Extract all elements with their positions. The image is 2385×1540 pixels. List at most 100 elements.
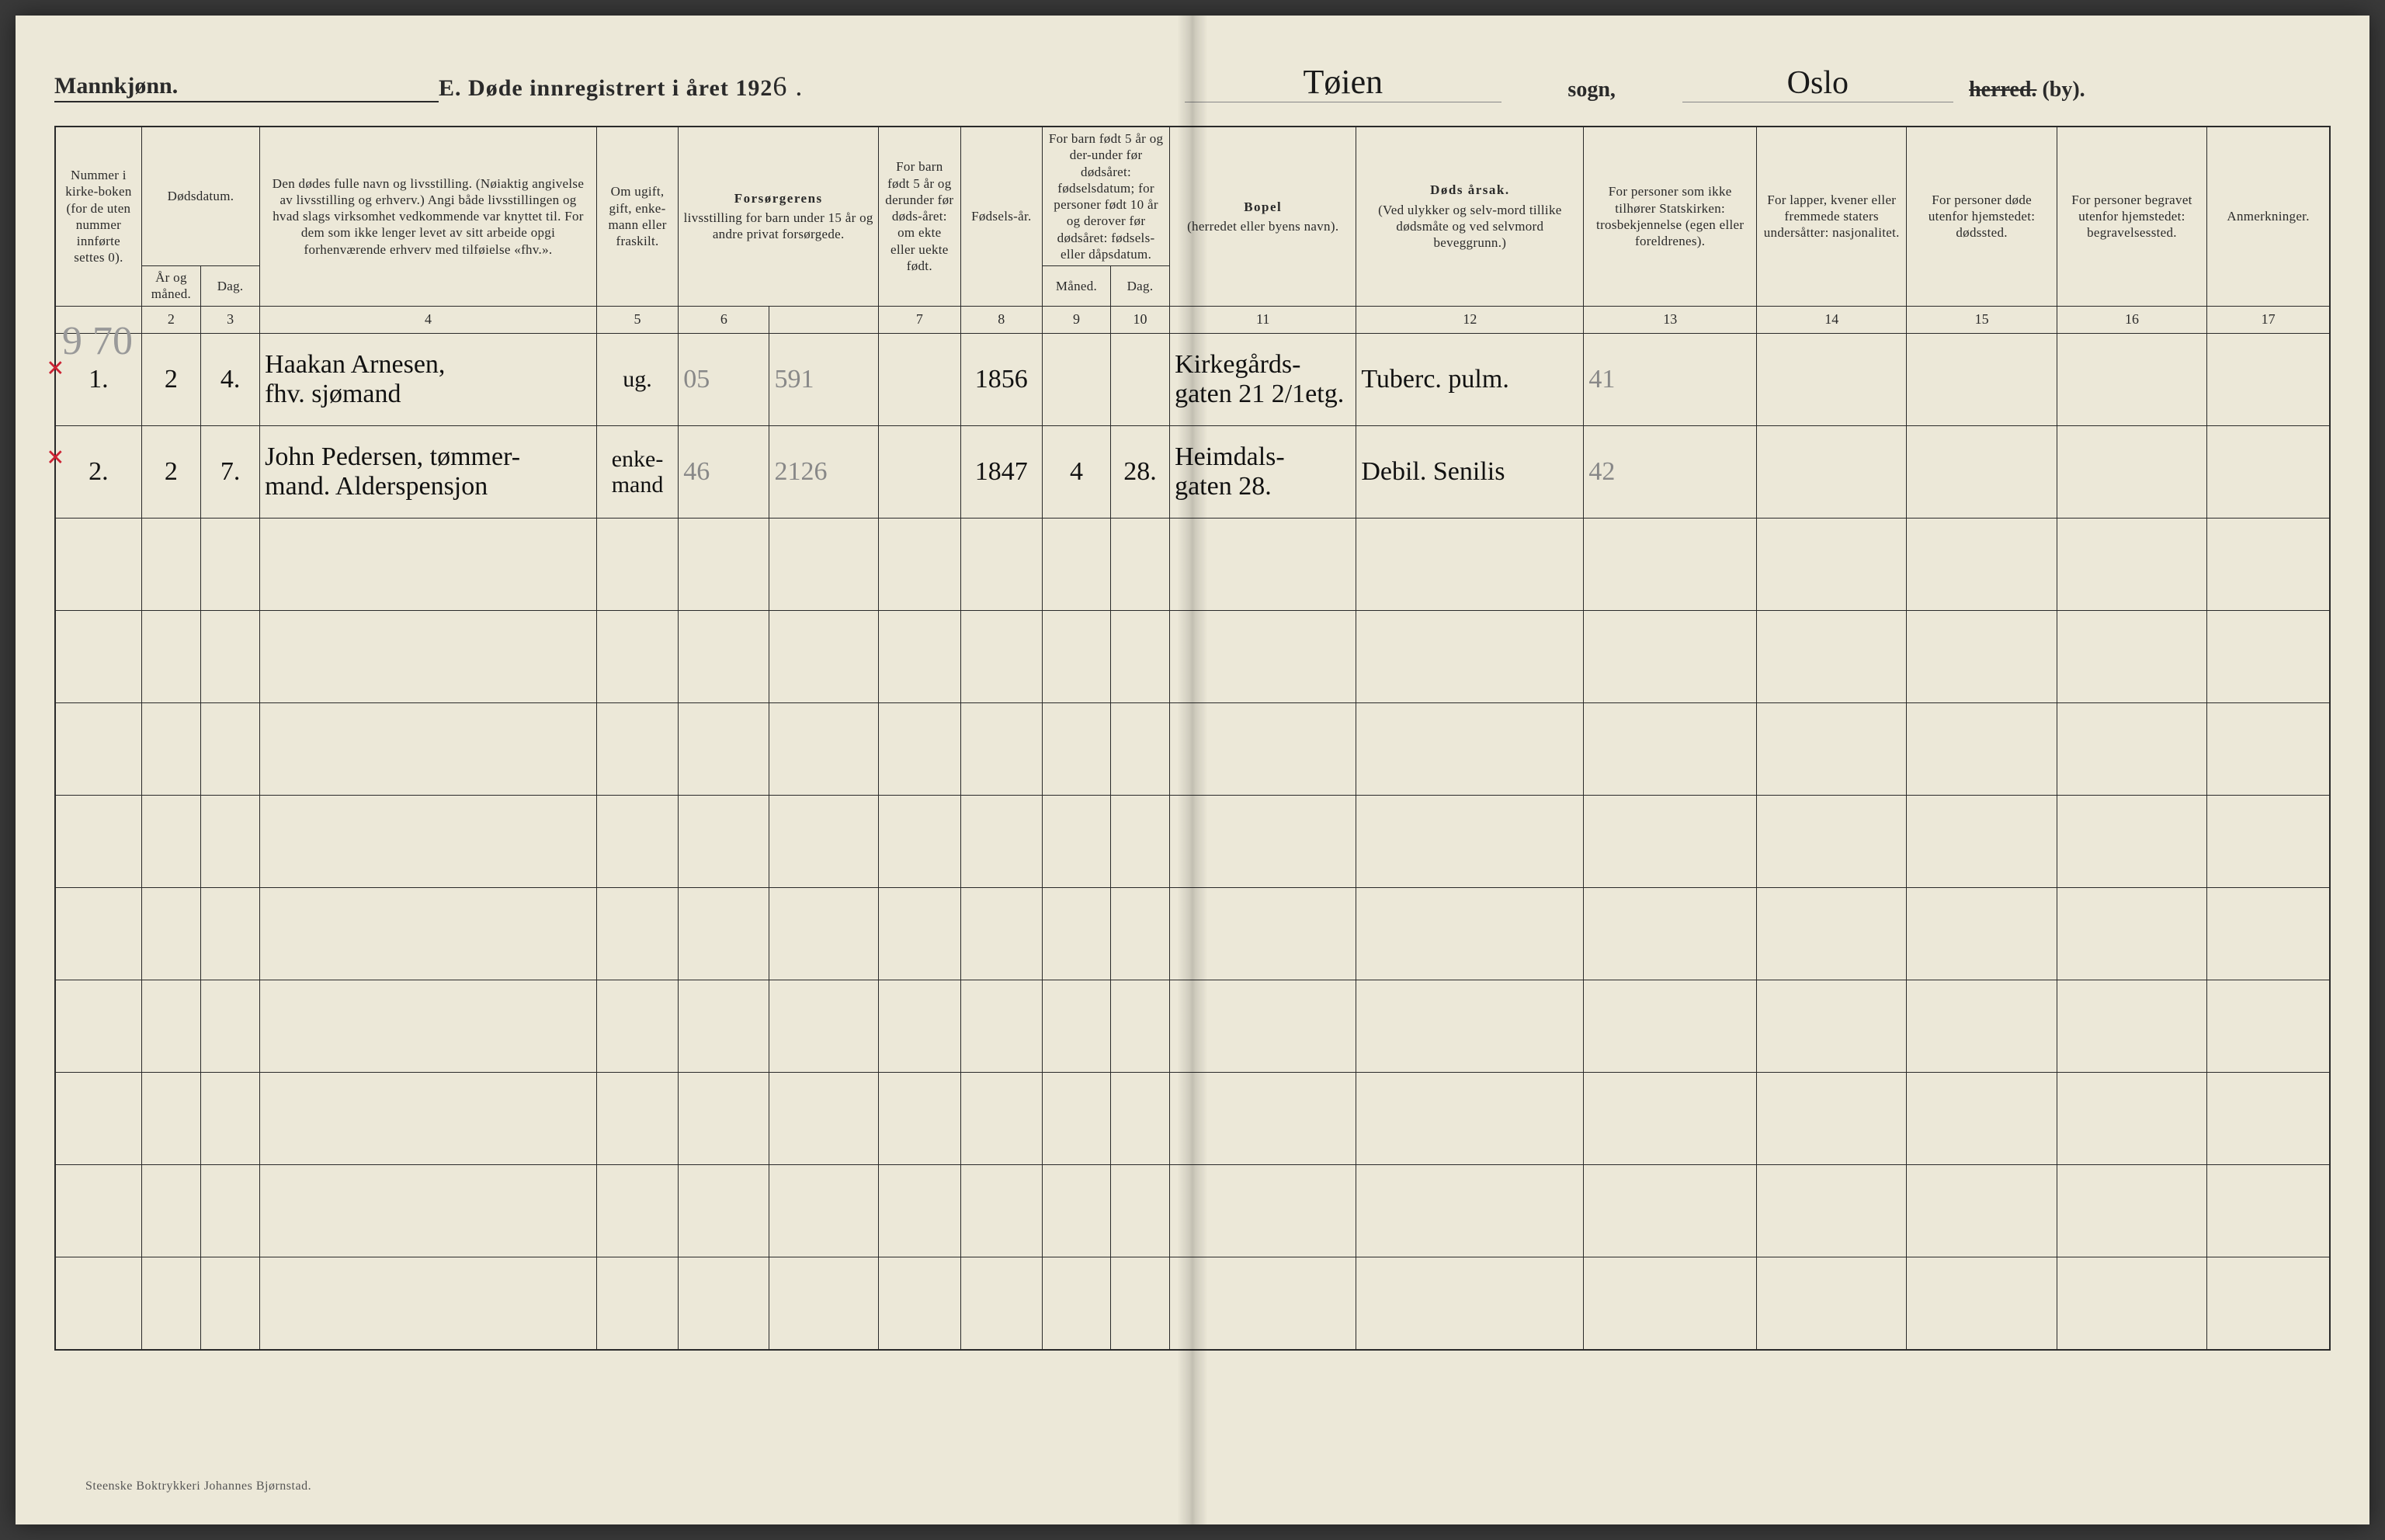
th-col11-body: (herredet eller byens navn). xyxy=(1187,219,1338,234)
ledger-blank-cell xyxy=(679,980,769,1072)
ledger-blank-cell xyxy=(1907,610,2057,702)
ledger-blank-cell xyxy=(141,518,200,610)
ledger-blank-cell xyxy=(1170,518,1356,610)
header-year-hand: 6 . xyxy=(772,71,803,102)
ledger-blank-cell xyxy=(260,610,597,702)
ledger-blank-cell xyxy=(1356,980,1584,1072)
ledger-blank-row xyxy=(55,702,2330,795)
ledger-entry-row: 1.24.Haakan Arnesen,fhv. sjømandug.05591… xyxy=(55,333,2330,425)
ledger-blank-cell xyxy=(2057,518,2206,610)
ledger-blank-cell xyxy=(1757,1257,1907,1350)
th-col9-top: For barn født 5 år og der-under før døds… xyxy=(1043,127,1170,266)
ledger-blank-cell xyxy=(201,702,260,795)
header-by-tail: (by). xyxy=(2036,78,2085,102)
ledger-blank-cell xyxy=(260,702,597,795)
ledger-blank-cell xyxy=(960,887,1042,980)
ledger-blank-cell xyxy=(679,795,769,887)
ledger-blank-row xyxy=(55,887,2330,980)
ledger-blank-cell xyxy=(141,702,200,795)
th-col6-bold: Forsørgerens xyxy=(683,190,873,206)
ledger-blank-cell xyxy=(1170,702,1356,795)
ledger-cell-sivil: ug. xyxy=(596,333,678,425)
ledger-blank-cell xyxy=(596,887,678,980)
ledger-blank-cell xyxy=(2207,1072,2330,1164)
ledger-blank-cell xyxy=(260,980,597,1072)
ledger-blank-cell xyxy=(1356,702,1584,795)
ledger-blank-cell xyxy=(596,1072,678,1164)
ledger-blank-cell xyxy=(201,887,260,980)
ledger-cell-faar: 1856 xyxy=(960,333,1042,425)
ledger-blank-cell xyxy=(55,887,141,980)
ledger-cell-c13: 41 xyxy=(1584,333,1757,425)
th-col11: Bopel (herredet eller byens navn). xyxy=(1170,127,1356,306)
ledger-blank-cell xyxy=(769,518,879,610)
ledger-cell-aarsak: Tuberc. pulm. xyxy=(1356,333,1584,425)
ledger-blank-cell xyxy=(769,610,879,702)
column-number-cell: 16 xyxy=(2057,306,2206,333)
th-col13: For personer som ikke tilhører Statskirk… xyxy=(1584,127,1757,306)
ledger-blank-cell xyxy=(1170,1257,1356,1350)
ledger-blank-cell xyxy=(960,1257,1042,1350)
ledger-blank-cell xyxy=(55,1164,141,1257)
ledger-cell-forsorger_b: 2126 xyxy=(769,425,879,518)
ledger-blank-cell xyxy=(769,795,879,887)
ledger-blank-cell xyxy=(1110,1072,1169,1164)
header-title: E. Døde innregistrert i året 1926 . xyxy=(439,70,1185,102)
th-col8: Fødsels-år. xyxy=(960,127,1042,306)
ledger-blank-cell xyxy=(1110,518,1169,610)
ledger-blank-cell xyxy=(879,518,960,610)
ledger-blank-cell xyxy=(55,795,141,887)
ledger-blank-cell xyxy=(769,980,879,1072)
ledger-blank-cell xyxy=(1170,887,1356,980)
ledger-cell-bopel: Kirkegårds-gaten 21 2/1etg. xyxy=(1170,333,1356,425)
column-number-cell: 12 xyxy=(1356,306,1584,333)
ledger-cell-ekte xyxy=(879,333,960,425)
ledger-blank-cell xyxy=(879,1164,960,1257)
ledger-cell-fmnd: 4 xyxy=(1043,425,1111,518)
ledger-blank-cell xyxy=(55,610,141,702)
ledger-blank-cell xyxy=(679,1257,769,1350)
ledger-blank-cell xyxy=(1907,1072,2057,1164)
header-by-strike: herred. xyxy=(1969,78,2036,102)
column-number-cell: 5 xyxy=(596,306,678,333)
ledger-blank-cell xyxy=(879,795,960,887)
th-col12-bold: Døds årsak. xyxy=(1361,182,1578,198)
ledger-blank-cell xyxy=(1584,702,1757,795)
ledger-blank-cell xyxy=(1170,980,1356,1072)
ledger-blank-row xyxy=(55,610,2330,702)
ledger-blank-cell xyxy=(1907,702,2057,795)
ledger-cell-bopel: Heimdals-gaten 28. xyxy=(1170,425,1356,518)
ledger-blank-cell xyxy=(879,610,960,702)
ledger-cell-forsorger_b: 591 xyxy=(769,333,879,425)
ledger-blank-cell xyxy=(769,887,879,980)
ledger-blank-cell xyxy=(1043,1164,1111,1257)
ledger-table: Nummer i kirke-boken (for de uten nummer… xyxy=(54,126,2331,1351)
ledger-blank-cell xyxy=(55,518,141,610)
ledger-blank-cell xyxy=(2057,702,2206,795)
ledger-blank-cell xyxy=(2207,1164,2330,1257)
ledger-blank-cell xyxy=(1170,795,1356,887)
ledger-blank-cell xyxy=(679,518,769,610)
ledger-entry-row: 2.27.John Pedersen, tømmer-mand. Aldersp… xyxy=(55,425,2330,518)
ledger-blank-cell xyxy=(1043,702,1111,795)
column-number-cell: 11 xyxy=(1170,306,1356,333)
ledger-blank-cell xyxy=(1110,980,1169,1072)
ledger-cell-c15 xyxy=(1907,425,2057,518)
column-number-cell: 6 xyxy=(679,306,769,333)
ledger-blank-cell xyxy=(1170,610,1356,702)
ledger-cell-fmnd xyxy=(1043,333,1111,425)
ledger-cell-navn: John Pedersen, tømmer-mand. Alderspensjo… xyxy=(260,425,597,518)
ledger-cell-forsorger_a: 05 xyxy=(679,333,769,425)
ledger-blank-row xyxy=(55,1072,2330,1164)
column-number-row: 234567891011121314151617 xyxy=(55,306,2330,333)
ledger-blank-cell xyxy=(260,1257,597,1350)
ledger-blank-cell xyxy=(2057,887,2206,980)
ledger-blank-cell xyxy=(1584,1257,1757,1350)
column-number-cell: 15 xyxy=(1907,306,2057,333)
ledger-blank-row xyxy=(55,795,2330,887)
ledger-cell-aar: 2 xyxy=(141,333,200,425)
ledger-cell-fdag: 28. xyxy=(1110,425,1169,518)
ledger-cell-ekte xyxy=(879,425,960,518)
th-col9b: Dag. xyxy=(1110,266,1169,307)
ledger-blank-cell xyxy=(141,795,200,887)
